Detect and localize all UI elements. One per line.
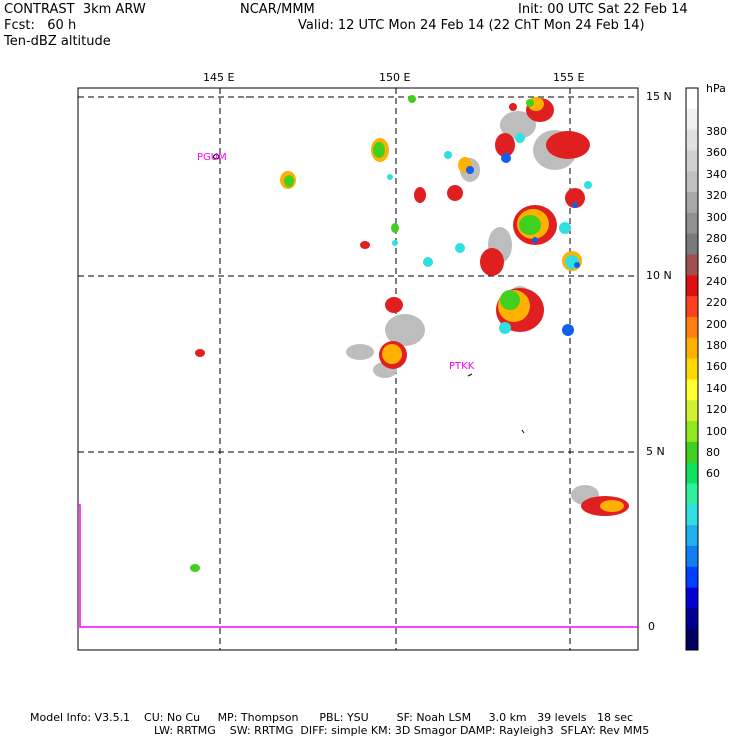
colorbar-tick-label: 100 (706, 424, 727, 438)
colorbar-swatch (686, 566, 698, 589)
colorbar-frame (685, 87, 699, 651)
storm-cells-green (190, 95, 541, 572)
colorbar-swatch (686, 316, 698, 339)
colorbar-swatch (686, 129, 698, 151)
lon-label-145e: 145 E (203, 71, 235, 84)
colorbar-swatch (686, 629, 698, 651)
colorbar-unit: hPa (706, 82, 726, 95)
colorbar-swatch (686, 275, 698, 297)
footer-model-info: Model Info: V3.5.1 CU: No Cu MP: Thompso… (30, 711, 634, 724)
colorbar-swatch (686, 545, 698, 568)
field-name: Ten-dBZ altitude (4, 34, 111, 49)
colorbar-swatch (686, 233, 698, 256)
colorbar-swatch (686, 504, 698, 526)
init-time: Init: 00 UTC Sat 22 Feb 14 (518, 2, 688, 17)
colorbar-tick-label: 360 (706, 146, 727, 160)
colorbar-swatch (686, 192, 698, 214)
colorbar-swatch (686, 358, 698, 380)
valid-time: Valid: 12 UTC Mon 24 Feb 14 (22 ChT Mon … (298, 18, 645, 33)
equator-boundary-line (78, 504, 638, 628)
colorbar-swatch (686, 212, 698, 235)
colorbar-tick-label: 320 (706, 189, 727, 203)
colorbar-swatch (686, 88, 698, 110)
colorbar (685, 87, 699, 651)
colorbar-tick-label: 180 (706, 339, 727, 352)
colorbar-swatch (686, 483, 698, 505)
lat-label-10n: 10 N (646, 269, 672, 282)
colorbar-swatch (686, 525, 698, 547)
colorbar-tick-label: 380 (706, 125, 727, 138)
colorbar-tick-label: 340 (706, 167, 727, 181)
colorbar-tick-label: 260 (706, 253, 727, 267)
colorbar-swatch (686, 296, 698, 318)
storm-cells-cyan (387, 133, 592, 334)
colorbar-tick-label: 280 (706, 232, 727, 245)
map-frame (77, 87, 639, 651)
colorbar-tick-label: 200 (706, 317, 727, 331)
lat-label-5n: 5 N (646, 445, 665, 458)
lat-label-equator: 0 (648, 620, 655, 633)
colorbar-swatch (686, 108, 698, 131)
colorbar-tick-label: 240 (706, 274, 727, 288)
station-ptkk: PTKK (449, 361, 475, 372)
colorbar-swatch (686, 379, 698, 401)
colorbar-tick-label: 220 (706, 296, 727, 310)
colorbar-tick-label: 120 (706, 403, 727, 417)
station-pgum: PGUM (197, 152, 227, 163)
colorbar-tick-label: 140 (706, 381, 727, 395)
colorbar-swatch (686, 254, 698, 276)
coastlines (212, 96, 525, 434)
colorbar-tick-label: 160 (706, 360, 727, 374)
colorbar-swatch (686, 608, 698, 630)
footer-physics-info: LW: RRTMG SW: RRTMG DIFF: simple KM: 3D … (154, 724, 650, 737)
colorbar-swatch (686, 400, 698, 422)
colorbar-swatch (686, 462, 698, 484)
colorbar-tick-label: 80 (706, 446, 720, 459)
colorbar-swatch (686, 150, 698, 172)
colorbar-swatch (686, 441, 698, 464)
institution: NCAR/MMM (240, 2, 315, 17)
colorbar-swatch (686, 171, 698, 193)
colorbar-swatch (686, 337, 698, 360)
colorbar-swatch (686, 587, 698, 609)
storm-cells-blue (466, 153, 580, 336)
lat-label-15n: 15 N (646, 90, 672, 103)
colorbar-swatch (686, 421, 698, 443)
colorbar-tick-label: 60 (706, 467, 720, 481)
forecast-hour: Fcst: 60 h (4, 18, 77, 33)
colorbar-tick-label: 300 (706, 210, 727, 224)
model-title: CONTRAST 3km ARW (4, 2, 146, 17)
lon-label-155e: 155 E (553, 71, 585, 84)
lon-label-150e: 150 E (379, 71, 411, 84)
